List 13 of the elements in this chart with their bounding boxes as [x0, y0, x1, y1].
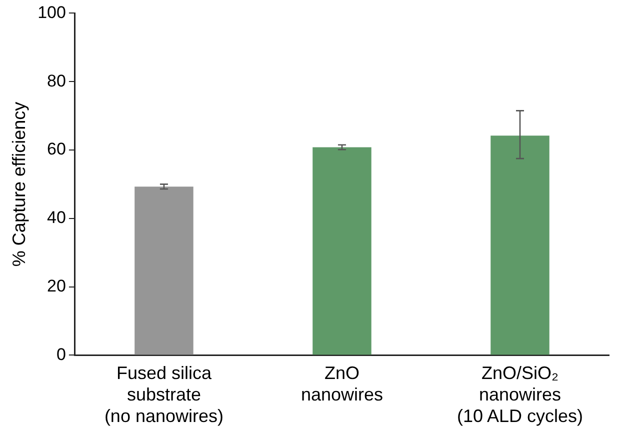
x-tick-label: ZnO/SiO₂ nanowires (10 ALD cycles): [456, 362, 584, 426]
y-axis-title: % Capture efficiency: [8, 102, 29, 267]
y-tick-label: 40: [47, 208, 66, 228]
bar: [312, 147, 372, 355]
x-tick-label: Fused silica substrate (no nanowires): [104, 362, 224, 426]
y-tick-label: 80: [47, 71, 66, 90]
bar: [490, 136, 550, 355]
y-tick-label: 60: [47, 140, 66, 159]
x-tick-label: ZnO nanowires: [300, 362, 384, 405]
y-tick-label: 100: [38, 2, 66, 22]
bar: [134, 186, 194, 355]
y-tick-label: 20: [47, 276, 66, 296]
y-tick-label: 0: [56, 344, 66, 364]
